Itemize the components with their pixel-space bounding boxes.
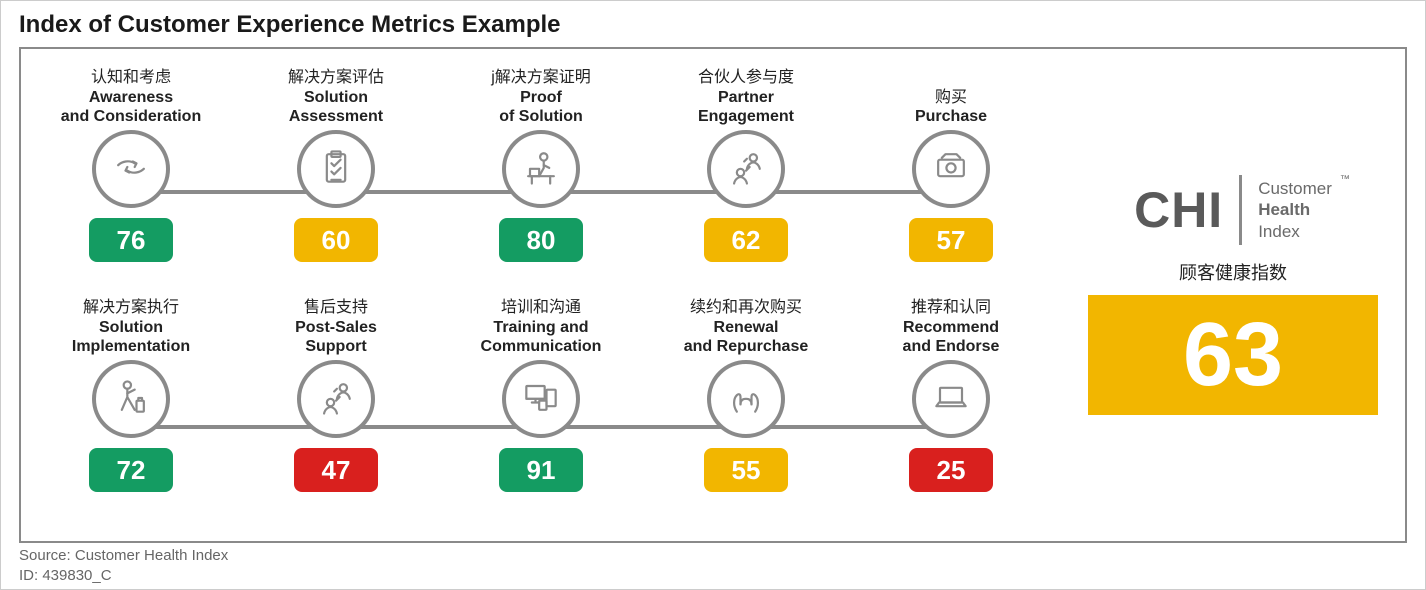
stage-labels: 推荐和认同 Recommend and Endorse xyxy=(903,290,1000,356)
stage-labels: 续约和再次购买 Renewal and Repurchase xyxy=(684,290,808,356)
stage-score: 47 xyxy=(294,448,378,492)
clipboard-icon xyxy=(314,145,358,194)
stage-zh: 解决方案执行 xyxy=(72,298,190,317)
stage-item: j解决方案证明 Proof of Solution 80 xyxy=(441,60,641,262)
traveler-icon xyxy=(109,375,153,424)
stage-row-bot: 解决方案执行 Solution Implementation 72 售后支持 P… xyxy=(31,290,1051,492)
stage-zh: 培训和沟通 xyxy=(481,298,602,317)
chi-score: 63 xyxy=(1088,295,1378,415)
panel: 认知和考虑 Awareness and Consideration 76 解决方… xyxy=(19,47,1407,543)
footer-id: ID: 439830_C xyxy=(19,566,228,586)
laptop-icon xyxy=(929,375,973,424)
open-hands-icon xyxy=(724,375,768,424)
stage-score: 60 xyxy=(294,218,378,262)
stage-icon-circle xyxy=(297,130,375,208)
stage-item: 续约和再次购买 Renewal and Repurchase 55 xyxy=(646,290,846,492)
stage-en: Recommend and Endorse xyxy=(903,318,1000,356)
stage-en: Solution Implementation xyxy=(72,318,190,356)
stage-item: 购买 Purchase 57 xyxy=(851,60,1051,262)
chi-summary: CHI Customer Health Index ™ 顾客健康指数 63 xyxy=(1051,175,1395,415)
stage-zh: 认知和考虑 xyxy=(61,68,201,87)
stage-score: 91 xyxy=(499,448,583,492)
devices-icon xyxy=(519,375,563,424)
stage-score: 80 xyxy=(499,218,583,262)
camera-cash-icon xyxy=(929,145,973,194)
stage-en: Solution Assessment xyxy=(288,88,384,126)
stages-grid: 认知和考虑 Awareness and Consideration 76 解决方… xyxy=(31,60,1051,530)
stage-icon-circle xyxy=(707,130,785,208)
stage-zh: 续约和再次购买 xyxy=(684,298,808,317)
stage-zh: 解决方案评估 xyxy=(288,68,384,87)
trademark: ™ xyxy=(1340,174,1350,187)
stage-item: 售后支持 Post-Sales Support 47 xyxy=(236,290,436,492)
stage-score: 57 xyxy=(909,218,993,262)
stage-labels: 培训和沟通 Training and Communication xyxy=(481,290,602,356)
stage-zh: j解决方案证明 xyxy=(491,68,591,87)
stage-icon-circle xyxy=(912,360,990,438)
people-talk-icon xyxy=(724,145,768,194)
stage-icon-circle xyxy=(707,360,785,438)
infographic-frame: Index of Customer Experience Metrics Exa… xyxy=(0,0,1426,590)
stage-zh: 推荐和认同 xyxy=(903,298,1000,317)
stage-item: 推荐和认同 Recommend and Endorse 25 xyxy=(851,290,1051,492)
stage-labels: 认知和考虑 Awareness and Consideration xyxy=(61,60,201,126)
stage-zh: 售后支持 xyxy=(295,298,377,317)
chi-zh-label: 顾客健康指数 xyxy=(1179,259,1287,285)
stage-labels: 售后支持 Post-Sales Support xyxy=(295,290,377,356)
stage-zh: 购买 xyxy=(915,88,987,107)
stage-icon-circle xyxy=(502,360,580,438)
stage-score: 62 xyxy=(704,218,788,262)
stage-en: Training and Communication xyxy=(481,318,602,356)
stage-en: Purchase xyxy=(915,107,987,126)
hands-arrows-icon xyxy=(109,145,153,194)
stage-icon-circle xyxy=(92,360,170,438)
page-title: Index of Customer Experience Metrics Exa… xyxy=(1,1,1425,47)
stage-zh: 合伙人参与度 xyxy=(698,68,794,87)
people-talk-icon xyxy=(314,375,358,424)
stage-item: 解决方案评估 Solution Assessment 60 xyxy=(236,60,436,262)
stage-labels: 解决方案执行 Solution Implementation xyxy=(72,290,190,356)
stage-score: 76 xyxy=(89,218,173,262)
stage-item: 认知和考虑 Awareness and Consideration 76 xyxy=(31,60,231,262)
stage-en: Awareness and Consideration xyxy=(61,88,201,126)
stage-en: Partner Engagement xyxy=(698,88,794,126)
stage-en: Post-Sales Support xyxy=(295,318,377,356)
chi-logo: CHI Customer Health Index ™ xyxy=(1134,175,1332,245)
stage-en: Proof of Solution xyxy=(491,88,591,126)
chi-divider xyxy=(1239,175,1242,245)
stage-score: 55 xyxy=(704,448,788,492)
chi-abbr: CHI xyxy=(1134,181,1223,239)
stage-labels: 购买 Purchase xyxy=(915,60,987,126)
stage-score: 25 xyxy=(909,448,993,492)
stage-icon-circle xyxy=(912,130,990,208)
stage-labels: 合伙人参与度 Partner Engagement xyxy=(698,60,794,126)
stage-en: Renewal and Repurchase xyxy=(684,318,808,356)
stage-row-top: 认知和考虑 Awareness and Consideration 76 解决方… xyxy=(31,60,1051,262)
footer: Source: Customer Health Index ID: 439830… xyxy=(19,546,228,585)
stage-icon-circle xyxy=(502,130,580,208)
stage-score: 72 xyxy=(89,448,173,492)
stage-icon-circle xyxy=(92,130,170,208)
stage-item: 解决方案执行 Solution Implementation 72 xyxy=(31,290,231,492)
person-desk-icon xyxy=(519,145,563,194)
chi-fullname: Customer Health Index ™ xyxy=(1258,178,1332,242)
stage-item: 培训和沟通 Training and Communication 91 xyxy=(441,290,641,492)
stage-labels: 解决方案评估 Solution Assessment xyxy=(288,60,384,126)
stage-item: 合伙人参与度 Partner Engagement 62 xyxy=(646,60,846,262)
stage-icon-circle xyxy=(297,360,375,438)
footer-source: Source: Customer Health Index xyxy=(19,546,228,566)
stage-labels: j解决方案证明 Proof of Solution xyxy=(491,60,591,126)
